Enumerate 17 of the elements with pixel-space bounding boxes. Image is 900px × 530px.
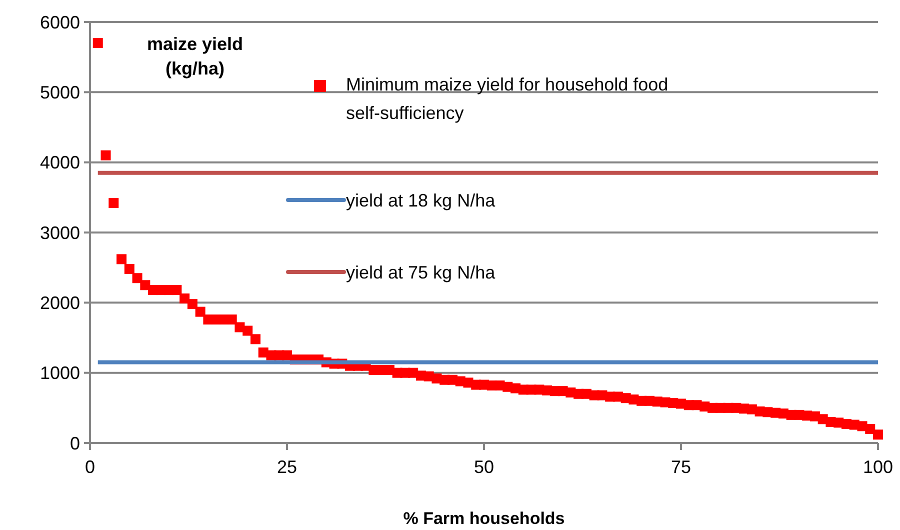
legend-label: Minimum maize yield for household food self-sufficiency <box>346 74 668 124</box>
y-tick-label: 0 <box>70 433 80 454</box>
x-tick-label: 75 <box>670 457 692 477</box>
y-tick-label: 2000 <box>40 292 80 313</box>
y-tick-label: 4000 <box>40 152 80 173</box>
legend-label: yield at 75 kg N/ha <box>346 262 496 282</box>
y-tick-label: 1000 <box>40 363 80 384</box>
x-tick-label: 50 <box>474 457 494 477</box>
y-tick-label: 6000 <box>40 12 80 32</box>
x-tick-label: 0 <box>84 457 96 477</box>
x-tick-label: 100 <box>862 457 894 477</box>
y-tick-label: 3000 <box>40 222 80 243</box>
x-axis-title: % Farm households <box>403 509 565 528</box>
y-axis-title: maize yield (kg/ha) <box>146 34 244 78</box>
legend-label: yield at 18 kg N/ha <box>346 190 496 210</box>
y-tick-label: 5000 <box>40 82 80 102</box>
x-tick-label: 25 <box>276 457 298 477</box>
